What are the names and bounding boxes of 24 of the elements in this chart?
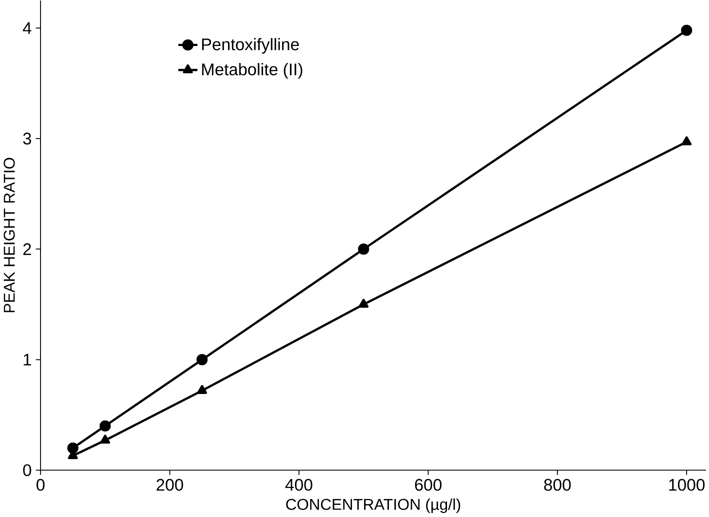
point [100, 420, 111, 432]
y-tick-label: 0 [23, 464, 32, 476]
y-tick-label: 1 [24, 354, 32, 366]
legend-label: Metabolite (II) [202, 63, 302, 79]
y-tick-label: 3 [23, 132, 32, 145]
point [196, 354, 208, 366]
point [682, 136, 692, 146]
point [197, 385, 208, 394]
point [67, 442, 78, 454]
x-tick-label: 200 [156, 478, 184, 491]
x-tick-label: 1000 [669, 478, 705, 491]
x-tick-label: 400 [285, 478, 312, 491]
x-tick-label: 0 [36, 478, 45, 491]
x-tick-label: 800 [544, 478, 571, 491]
point [358, 298, 369, 308]
x-tick-label: 600 [415, 478, 442, 491]
y-axis-title: PEAK HEIGHT RATIO [4, 158, 15, 312]
point [100, 434, 110, 444]
point [358, 244, 370, 255]
point [681, 24, 692, 36]
x-axis-title: CONCENTRATION (µg/l) [286, 498, 460, 514]
y-tick-label: 2 [23, 243, 31, 256]
y-tick-label: 4 [22, 22, 32, 34]
legend-label: Pentoxifylline [202, 38, 299, 54]
